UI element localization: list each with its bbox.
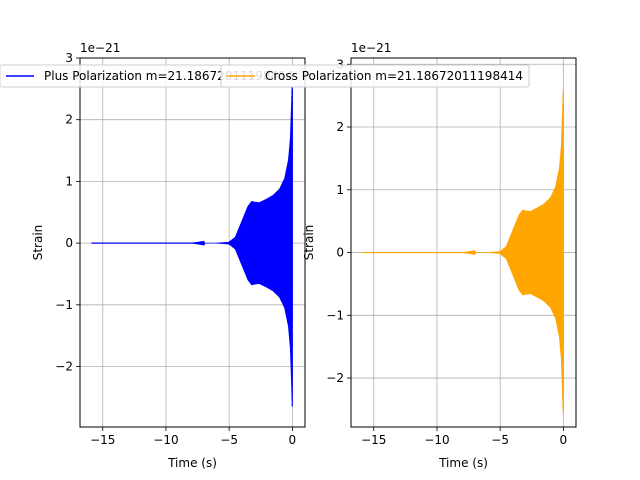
y-tick-label: −2 [55,360,73,374]
y-tick-label: 2 [336,120,344,134]
y-axis-label: Strain [302,225,316,261]
y-ticks: −2 −1 0 1 2 3 [326,57,351,385]
x-tick-label: −10 [424,433,449,447]
y-tick-label: 0 [336,246,344,260]
waveform-series [91,76,293,407]
x-axis-label: Time (s) [167,456,217,470]
legend: Cross Polarization m=21.18672011198414 [220,64,530,88]
y-tick-label: 1 [65,174,73,188]
y-tick-label: 2 [65,113,73,127]
x-tick-label: −10 [153,433,178,447]
y-tick-label: 3 [65,51,73,65]
series-line [91,76,293,407]
x-ticks: −15 −10 −5 0 [90,427,296,447]
y-ticks: −2 −1 0 1 2 3 [55,51,80,374]
legend-box [220,64,530,88]
y-axis-label: Strain [31,225,45,261]
x-tick-label: −15 [361,433,386,447]
legend-label: Cross Polarization m=21.18672011198414 [265,69,523,83]
x-tick-label: 0 [560,433,568,447]
x-tick-label: −15 [90,433,115,447]
y-offset-text: 1e−21 [351,41,391,55]
y-tick-label: −1 [326,308,344,322]
plot-frame [350,57,577,428]
y-tick-label: 3 [336,57,344,71]
x-axis-label: Time (s) [438,456,488,470]
x-tick-label: 0 [289,433,297,447]
series-line [362,89,564,414]
x-ticks: −15 −10 −5 0 [361,427,567,447]
waveform-series [362,89,564,414]
y-tick-label: −2 [326,371,344,385]
x-tick-label: −5 [491,433,509,447]
y-tick-label: 1 [336,183,344,197]
y-tick-label: −1 [55,298,73,312]
y-tick-label: 0 [65,236,73,250]
x-tick-label: −5 [220,433,238,447]
plot-frame [79,57,306,428]
y-offset-text: 1e−21 [80,41,120,55]
